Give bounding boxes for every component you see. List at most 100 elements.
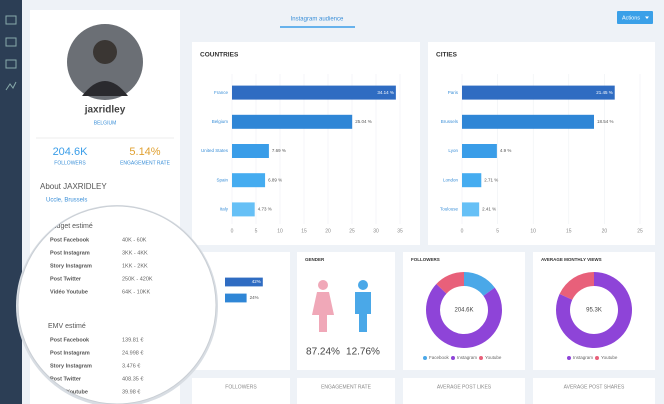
- figure-body: [312, 292, 334, 332]
- actions-label: Actions: [622, 15, 640, 21]
- bar: [232, 144, 269, 158]
- donut-center: 204.6K: [454, 308, 473, 314]
- category-label: France: [214, 90, 229, 95]
- row-value: 40K - 60K: [122, 237, 147, 243]
- row-value: 39.98 €: [122, 389, 140, 395]
- chart-title: GENDER: [305, 257, 325, 262]
- stat-card-title: ENGAGEMENT RATE: [321, 384, 371, 390]
- value-label: 25.04 %: [355, 119, 372, 124]
- row-label: Post Twitter: [50, 276, 82, 282]
- row-label: Vidéo Youtube: [50, 289, 88, 295]
- donut-segment: [436, 272, 464, 294]
- x-tick-label: 25: [637, 228, 643, 234]
- section-title: Budget estimé: [48, 223, 93, 230]
- x-tick-label: 15: [301, 228, 307, 234]
- value-label: 18.54 %: [597, 119, 614, 124]
- chart-title: CITIES: [436, 52, 458, 59]
- row-label: Post Twitter: [50, 376, 82, 382]
- tab[interactable]: Instagram audience: [291, 17, 344, 23]
- row-label: Post Facebook: [50, 337, 90, 343]
- chart-title: AVERAGE MONTHLY VIEWS: [541, 257, 602, 262]
- nav-icon[interactable]: [5, 15, 17, 25]
- x-tick-label: 20: [325, 228, 331, 234]
- chart-title: FOLLOWERS: [411, 257, 440, 262]
- figure-head: [358, 280, 368, 290]
- donut-segment: [559, 272, 594, 300]
- row-label: Post Instagram: [50, 250, 90, 256]
- legend-swatch: [479, 356, 483, 360]
- value-label: 6.89 %: [268, 177, 282, 182]
- username: jaxridley: [84, 105, 126, 116]
- x-tick-label: 25: [349, 228, 355, 234]
- actions-button[interactable]: [617, 11, 653, 24]
- value-label: 42%: [252, 279, 261, 284]
- legend-swatch: [567, 356, 571, 360]
- value-label: 2.41 %: [482, 207, 496, 212]
- gender-figure: [312, 280, 334, 332]
- row-value: 64K - 10KK: [122, 289, 150, 295]
- value-label: 4.73 %: [258, 207, 272, 212]
- legend-label: Youtube: [601, 355, 618, 360]
- nav-icon[interactable]: [5, 59, 17, 69]
- bar: [232, 85, 396, 100]
- engagement-label: ENGAGEMENT RATE: [120, 160, 170, 166]
- caret: [645, 16, 649, 19]
- donut-segment: [426, 283, 503, 348]
- legend-swatch: [423, 356, 427, 360]
- x-tick-label: 10: [530, 228, 536, 234]
- category-label: London: [443, 177, 459, 182]
- bar: [225, 277, 263, 287]
- row-label: Story Instagram: [50, 263, 92, 269]
- value-label: 7.69 %: [272, 148, 286, 153]
- figure-head: [318, 280, 328, 290]
- row-value: 408.35 €: [122, 376, 143, 382]
- category-label: Toulouse: [440, 207, 459, 212]
- stat-card: [297, 378, 395, 404]
- chart-card: [403, 252, 525, 370]
- category-label: Spain: [216, 177, 228, 182]
- row-label: Post Instagram: [50, 350, 90, 356]
- value-label: 4.9 %: [500, 148, 512, 153]
- row-label: Post Facebook: [50, 237, 90, 243]
- bar: [462, 144, 497, 158]
- x-tick-label: 5: [496, 228, 499, 234]
- value-label: 34.14 %: [377, 90, 394, 95]
- donut-segment: [464, 272, 495, 296]
- value-label: 21.45 %: [596, 90, 613, 95]
- legend-label: Facebook: [429, 355, 450, 360]
- about-title: About JAXRIDLEY: [40, 182, 107, 191]
- magnifier-content: Budget estimé Post Facebook 40K - 60K Post …: [48, 223, 153, 396]
- bar: [462, 173, 482, 188]
- donut-segment: [556, 272, 632, 348]
- avatar-head: [93, 40, 117, 64]
- stat-card-title: AVERAGE POST SHARES: [564, 384, 625, 390]
- avatar-body: [82, 81, 128, 96]
- chart-card: [192, 42, 420, 245]
- stat-card: [192, 378, 290, 404]
- legend-label: Instagram: [573, 355, 593, 360]
- category-label: Belgium: [212, 119, 229, 124]
- magnifier: [17, 205, 217, 404]
- nav-icon[interactable]: [5, 37, 17, 47]
- gender-value: 12.76%: [346, 347, 380, 358]
- nav-icon[interactable]: [5, 81, 17, 91]
- legend-swatch: [595, 356, 599, 360]
- country: BELGIUM: [94, 120, 117, 126]
- bar: [462, 202, 480, 217]
- legend-label: Youtube: [485, 355, 502, 360]
- row-value: 1KK - 2KK: [122, 263, 148, 269]
- bar: [225, 293, 247, 303]
- gender-value: 87.24%: [306, 347, 340, 358]
- row-value: 3KK - 4KK: [122, 250, 148, 256]
- stat-card: [533, 378, 655, 404]
- category-label: Lyon: [448, 148, 458, 153]
- x-tick-label: 5: [255, 228, 258, 234]
- row-value: 3.476 €: [122, 363, 140, 369]
- category-label: United States: [201, 148, 229, 153]
- x-tick-label: 30: [373, 228, 379, 234]
- row-value: 24.998 €: [122, 350, 143, 356]
- category-label: Italy: [220, 207, 229, 212]
- x-tick-label: 15: [566, 228, 572, 234]
- row-value: 139.81 €: [122, 337, 143, 343]
